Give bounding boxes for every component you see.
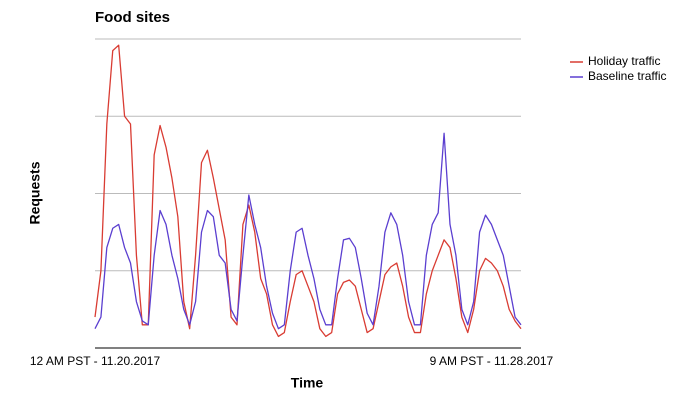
x-tick-label: 12 AM PST - 11.20.2017 — [30, 354, 161, 368]
legend-label: Holiday traffic — [588, 54, 660, 68]
x-axis-label: Time — [291, 375, 324, 391]
legend-label: Baseline traffic — [588, 69, 667, 83]
chart-title: Food sites — [95, 9, 170, 26]
x-tick-label: 9 AM PST - 11.28.2017 — [430, 354, 554, 368]
y-axis-label: Requests — [27, 161, 43, 224]
line-series — [94, 132, 522, 330]
line-series — [94, 44, 522, 338]
